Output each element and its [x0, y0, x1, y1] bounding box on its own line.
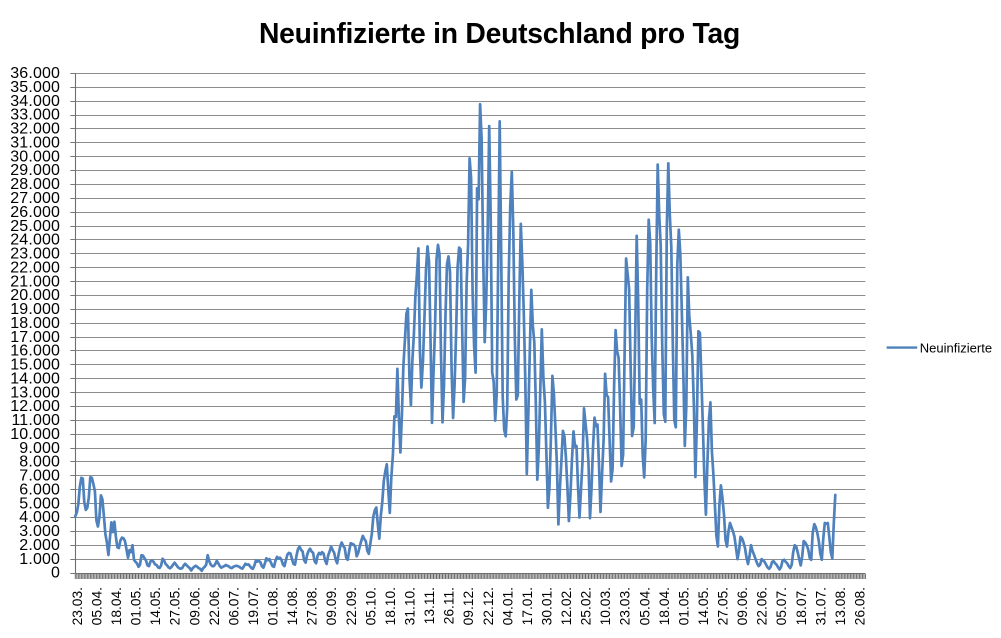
svg-text:28.000: 28.000 [10, 176, 60, 193]
svg-text:1.000: 1.000 [19, 551, 60, 568]
svg-text:01.08.: 01.08. [266, 587, 281, 625]
svg-text:26.08.: 26.08. [853, 587, 868, 625]
svg-text:7.000: 7.000 [19, 468, 60, 485]
svg-text:31.07.: 31.07. [813, 587, 828, 625]
svg-text:22.000: 22.000 [10, 259, 60, 276]
svg-text:5.000: 5.000 [19, 495, 60, 512]
svg-text:26.11.: 26.11. [442, 587, 457, 624]
svg-text:21.000: 21.000 [10, 273, 60, 290]
svg-text:22.06.: 22.06. [755, 587, 770, 625]
svg-text:05.04.: 05.04. [637, 587, 652, 625]
svg-text:05.04.: 05.04. [90, 587, 105, 625]
svg-text:3.000: 3.000 [19, 523, 60, 540]
svg-text:06.07.: 06.07. [226, 587, 241, 625]
svg-text:34.000: 34.000 [10, 93, 60, 110]
svg-text:35.000: 35.000 [10, 79, 60, 96]
svg-text:18.04.: 18.04. [657, 587, 672, 625]
svg-text:09.12.: 09.12. [461, 587, 476, 625]
svg-text:27.08.: 27.08. [305, 587, 320, 625]
svg-text:30.000: 30.000 [10, 148, 60, 165]
svg-text:27.05.: 27.05. [168, 587, 183, 625]
svg-text:Neuinfizierte: Neuinfizierte [920, 341, 992, 356]
svg-text:29.000: 29.000 [10, 162, 60, 179]
svg-text:22.06.: 22.06. [207, 587, 222, 625]
svg-text:9.000: 9.000 [19, 440, 60, 457]
svg-text:23.03.: 23.03. [618, 587, 633, 625]
svg-text:18.07.: 18.07. [794, 587, 809, 625]
svg-text:13.11.: 13.11. [422, 587, 437, 624]
svg-text:8.000: 8.000 [19, 454, 60, 471]
svg-text:19.000: 19.000 [10, 301, 60, 318]
svg-text:05.10.: 05.10. [363, 587, 378, 625]
svg-text:14.000: 14.000 [10, 370, 60, 387]
svg-text:09.06.: 09.06. [187, 587, 202, 625]
svg-text:18.10.: 18.10. [383, 587, 398, 625]
svg-text:12.000: 12.000 [10, 398, 60, 415]
svg-text:12.02.: 12.02. [559, 587, 574, 625]
svg-text:14.08.: 14.08. [285, 587, 300, 625]
svg-text:13.000: 13.000 [10, 384, 60, 401]
svg-text:17.01.: 17.01. [520, 587, 535, 625]
svg-text:11.000: 11.000 [11, 412, 60, 429]
svg-text:0: 0 [51, 565, 60, 582]
svg-text:04.01.: 04.01. [500, 587, 515, 625]
svg-text:18.04.: 18.04. [109, 587, 124, 625]
svg-text:09.09.: 09.09. [324, 587, 339, 625]
svg-text:24.000: 24.000 [10, 232, 60, 249]
svg-text:22.09.: 22.09. [344, 587, 359, 625]
svg-text:6.000: 6.000 [19, 481, 60, 498]
svg-text:Neuinfizierte in Deutschland p: Neuinfizierte in Deutschland pro Tag [259, 17, 740, 49]
svg-text:01.05.: 01.05. [676, 587, 691, 625]
svg-text:4.000: 4.000 [19, 509, 60, 526]
svg-text:19.07.: 19.07. [246, 587, 261, 625]
svg-text:15.000: 15.000 [10, 357, 60, 374]
svg-text:23.000: 23.000 [10, 246, 60, 263]
svg-text:20.000: 20.000 [10, 287, 60, 304]
svg-text:27.000: 27.000 [10, 190, 60, 207]
svg-text:32.000: 32.000 [10, 121, 60, 138]
svg-text:14.05.: 14.05. [148, 587, 163, 625]
svg-text:14.05.: 14.05. [696, 587, 711, 625]
svg-text:31.000: 31.000 [10, 135, 60, 152]
svg-text:27.05.: 27.05. [716, 587, 731, 625]
svg-text:17.000: 17.000 [10, 329, 60, 346]
svg-text:10.03.: 10.03. [598, 587, 613, 625]
svg-text:10.000: 10.000 [10, 426, 60, 443]
svg-text:25.000: 25.000 [10, 218, 60, 235]
svg-text:13.08.: 13.08. [833, 587, 848, 625]
svg-text:18.000: 18.000 [10, 315, 60, 332]
svg-text:05.07.: 05.07. [774, 587, 789, 625]
svg-text:36.000: 36.000 [10, 65, 60, 82]
svg-text:31.10.: 31.10. [403, 587, 418, 625]
svg-text:22.12.: 22.12. [481, 587, 496, 625]
svg-text:01.05.: 01.05. [129, 587, 144, 625]
svg-text:16.000: 16.000 [10, 343, 60, 360]
svg-text:09.06.: 09.06. [735, 587, 750, 625]
svg-text:26.000: 26.000 [10, 204, 60, 221]
svg-text:33.000: 33.000 [10, 107, 60, 124]
svg-text:30.01.: 30.01. [540, 587, 555, 625]
svg-text:2.000: 2.000 [19, 537, 60, 554]
svg-text:25.02.: 25.02. [579, 587, 594, 625]
svg-text:23.03.: 23.03. [70, 587, 85, 625]
